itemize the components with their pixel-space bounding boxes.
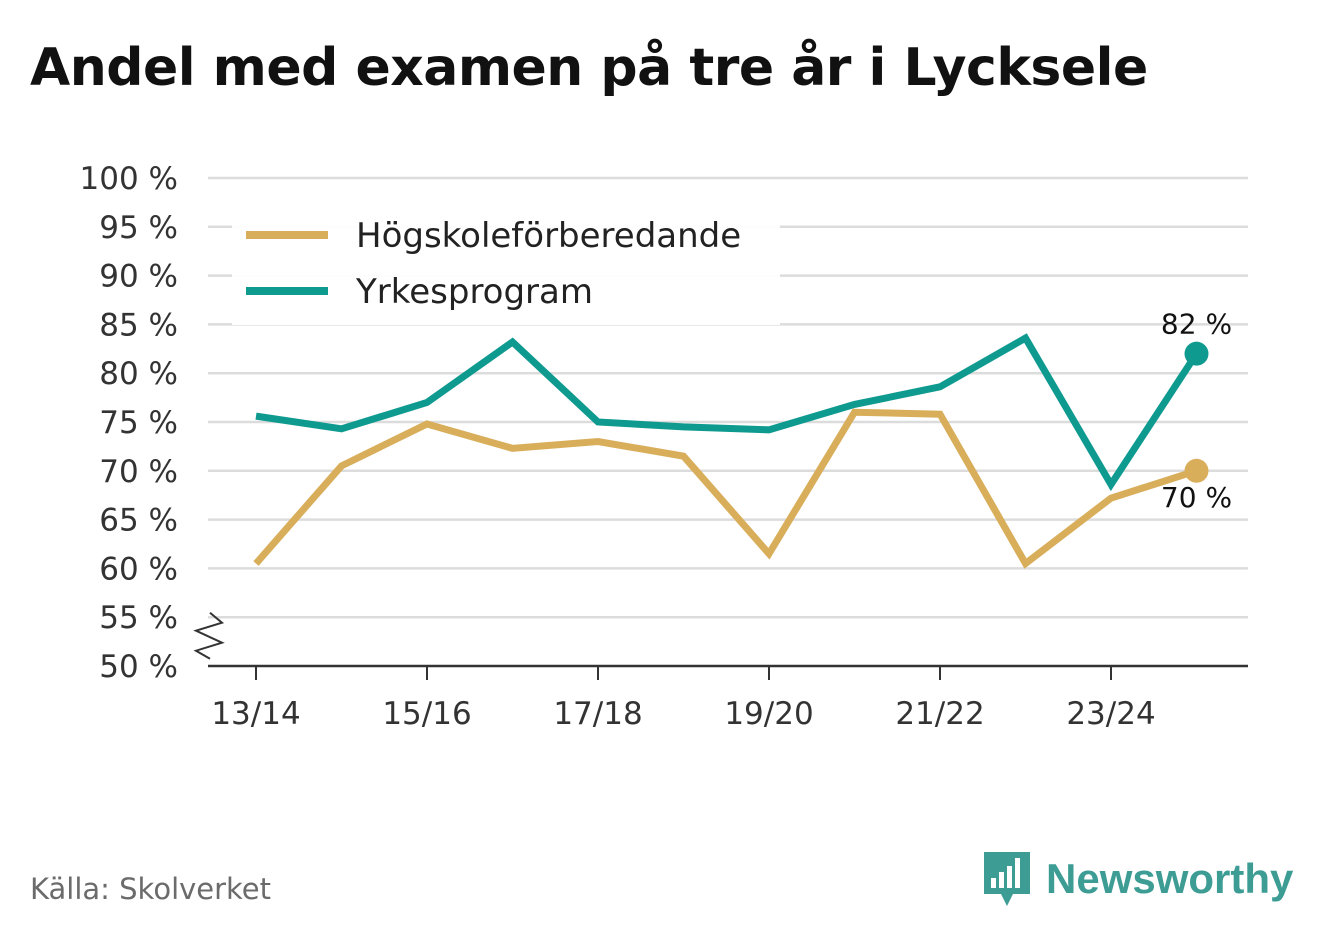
x-tick-label: 13/14 [211,696,300,732]
x-tick-label: 17/18 [553,696,642,732]
chart-title: Andel med examen på tre år i Lycksele [30,38,1148,98]
y-tick-label: 70 % [99,454,178,490]
y-tick-label: 80 % [99,356,178,392]
brand-name: Newsworthy [1046,855,1294,902]
legend-box [232,205,780,325]
x-tick-label: 23/24 [1066,696,1155,732]
series-lines [253,333,1200,569]
bar-chart-speech-bubble-icon [984,852,1030,906]
end-point [1184,341,1209,366]
legend-label: Högskoleförberedande [356,216,741,256]
legend-label: Yrkesprogram [355,272,593,312]
x-tick-label: 21/22 [895,696,984,732]
y-tick-label: 65 % [99,503,178,539]
end-labels: 70 % 82 % [1161,308,1232,514]
y-tick-label: 55 % [99,600,178,636]
end-label: 70 % [1161,481,1232,514]
y-tick-label: 50 % [99,649,178,685]
y-tick-label: 60 % [99,551,178,587]
x-tick-label: 15/16 [382,696,471,732]
y-axis-break-icon [193,611,225,660]
brand-logo: Newsworthy [980,848,1293,910]
end-point [1184,458,1209,483]
x-axis: 13/14 15/16 17/18 19/20 21/22 23/24 [193,611,1248,732]
y-axis-tick-labels: 50 % 55 % 60 % 65 % 70 % 75 % 80 % 85 % 90 % 95 %… [80,161,178,685]
y-tick-label: 75 % [99,405,178,441]
y-tick-label: 90 % [99,259,178,295]
y-tick-label: 85 % [99,307,178,343]
legend: Högskoleförberedande Yrkesprogram [232,205,780,325]
x-tick-label: 19/20 [724,696,813,732]
y-tick-label: 95 % [99,210,178,246]
source-note: Källa: Skolverket [30,872,272,906]
series-line-0 [253,408,1198,569]
series-line-1 [255,333,1200,492]
y-tick-label: 100 % [80,161,178,197]
end-label: 82 % [1161,308,1232,341]
